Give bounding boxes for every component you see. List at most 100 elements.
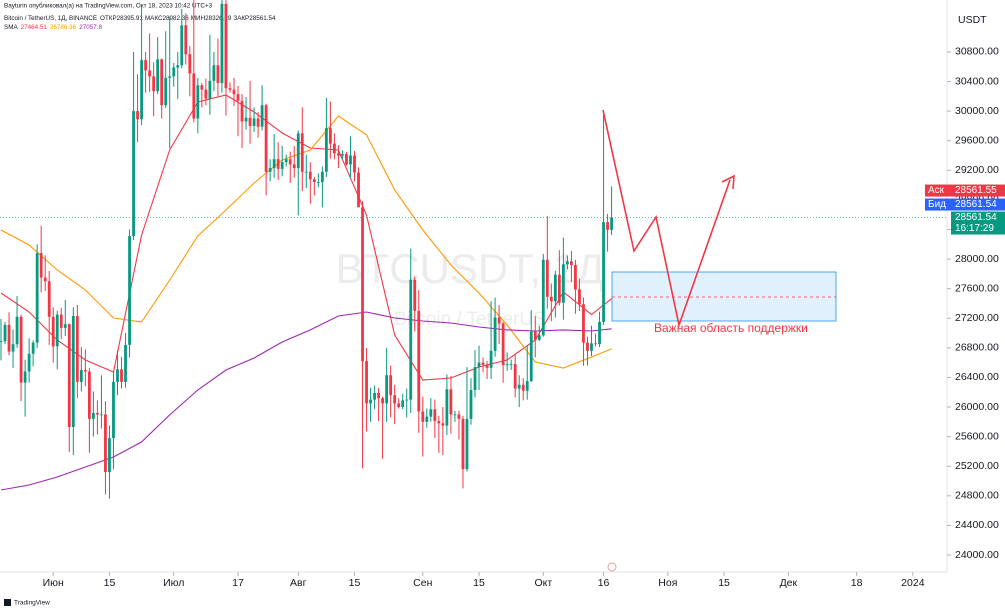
candle-body [83,370,87,372]
x-tick-label: 15 [104,577,116,589]
candle-body [176,65,180,68]
candle-body [489,350,493,368]
candle-body [557,274,561,303]
price-tag-value: 28561.55 [955,185,997,196]
ohlc-value: 28561.54 [249,15,276,22]
candle-body [397,403,401,408]
candle-body [409,279,413,400]
sma-line [0,115,612,369]
ohlc-value: 28326.29 [205,15,232,22]
candle-body [549,296,553,302]
y-tick-label: 24000.00 [955,549,999,561]
x-tick-label: Ноя [658,577,677,589]
price-tag [925,198,1005,211]
symbol-title: Bitcoin / TetherUS, 1Д, BINANCE [4,15,97,22]
candle-body [168,76,172,78]
candle-body [353,155,356,173]
candle-body [433,409,437,422]
x-tick-label: 15 [349,577,361,589]
candle-body [541,259,545,336]
publisher-line: Bayturin опубликовал(а) на TradingView.c… [4,2,213,10]
candle-body [152,76,156,92]
candle-body [377,392,380,399]
candle-body [341,154,344,156]
candle-body [112,381,115,439]
candle-body [260,105,264,127]
y-tick-label: 30800.00 [955,46,999,58]
y-tick-label: 28000.00 [955,253,999,265]
ohlc-value: 28395.91 [117,15,144,22]
forecast-arrowhead [721,174,735,190]
candle-body [453,414,457,416]
x-tick-label: 2024 [901,577,925,589]
candle-body [361,207,364,362]
candle-body [156,59,160,92]
price-tag-name: Аск [928,185,945,196]
indicator-name: SMA [4,24,18,31]
candle-body [276,159,280,169]
candle-body [389,375,393,396]
countdown: 16:17:29 [955,223,994,234]
candle-body [533,331,537,340]
candle-body [120,369,123,382]
footer-logo: TradingView [14,600,50,607]
ohlc-label: ОТКР [100,15,117,22]
candle-body [59,314,63,328]
x-tick-label: Июл [163,577,184,589]
indicator-value: 27057.8 [79,24,102,31]
candle-body [272,159,276,169]
candle-body [268,168,272,172]
candle-body [144,60,148,71]
candle-body [517,384,521,389]
candle-body [236,94,240,101]
candle-body [369,399,372,404]
candle-body [324,128,328,172]
candle-body [55,314,59,347]
candle-body [304,171,308,173]
ohlc-label: МАКС [145,15,163,22]
x-tick-label: 15 [473,577,485,589]
indicator-line: SMA 27464.51 26786.36 27057.8 [4,24,102,31]
x-tick-label: Авг [290,577,307,589]
candle-body [437,421,441,424]
candle-body [216,65,220,84]
candle-body [71,316,75,428]
candle-body [280,162,284,169]
symbol-line: Bitcoin / TetherUS, 1Д, BINANCE ОТКР28395… [4,15,276,22]
candle-body [381,398,385,404]
candle-body [553,274,557,302]
candle-body [220,3,224,84]
candle-body [308,171,312,180]
candle-body [136,111,139,120]
candle-body [328,128,332,144]
candle-body [140,60,143,120]
candle-body [31,342,35,354]
candle-body [124,344,127,382]
candle-body [457,414,461,419]
candle-body [561,264,565,303]
candle-body [345,154,348,165]
candle-body [96,412,99,415]
candle-body [505,364,509,365]
candle-body [240,100,244,122]
candle-body [509,364,513,365]
candle-body [545,259,549,297]
candle-body [67,324,71,428]
candle-body [164,77,168,106]
x-tick-label: Июн [43,577,64,589]
candle-body [296,133,300,169]
candle-body [248,117,252,126]
y-tick-label: 29600.00 [955,134,999,146]
x-tick-label: Окт [534,577,552,589]
candle-body [461,418,465,470]
y-tick-label: 30000.00 [955,105,999,117]
candle-body [100,414,103,416]
annotation: Важная область поддержки [654,321,808,335]
candle-body [116,369,119,382]
candle-body [485,364,489,368]
ohlc-label: ЗАКР [233,15,249,22]
candle-body [27,353,31,372]
candle-body [160,59,164,106]
candle-body [128,236,131,345]
candle-body [413,279,417,311]
